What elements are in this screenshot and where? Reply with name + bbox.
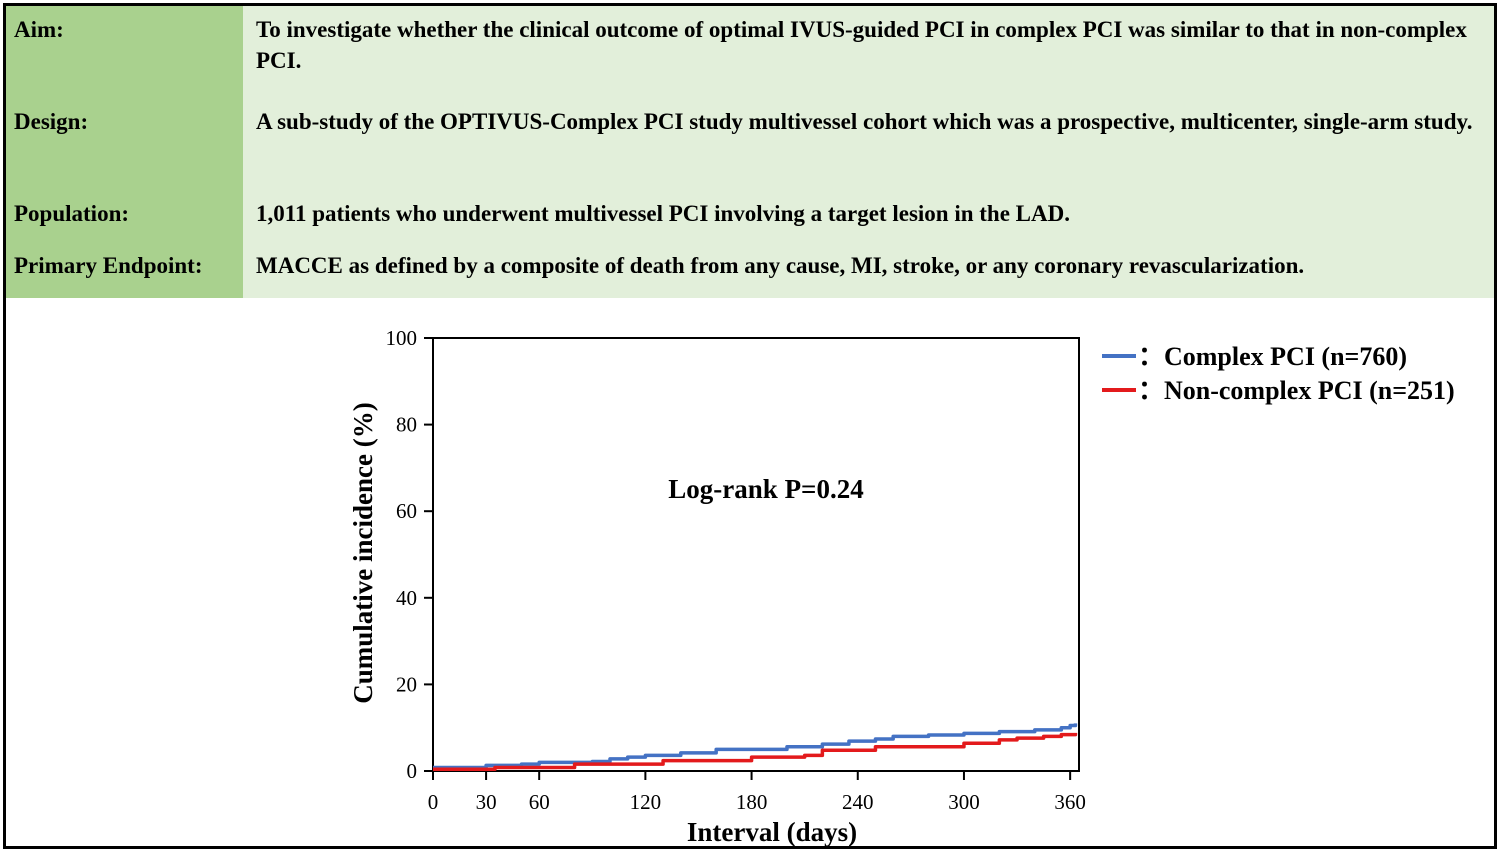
plot-series [433,723,1078,772]
summary-row-endpoint: Primary Endpoint: MACCE as defined by a … [6,242,1494,298]
plot-frame [432,337,1080,772]
plot-axes: 0 20 40 60 80 100 0 30 60 120 180 240 300 360 [386,326,1086,814]
x-tick-label-60: 60 [529,790,550,814]
study-summary-table: Aim: To investigate whether the clinical… [6,6,1494,298]
x-tick-label-30: 30 [476,790,497,814]
kaplan-meier-chart: 0 20 40 60 80 100 0 30 60 120 180 240 300 360 Log-ran… [348,326,1455,846]
figure-frame: Aim: To investigate whether the clinical… [3,3,1497,849]
series-line-complex [433,723,1078,770]
y-tick-label-20: 20 [396,672,417,696]
x-tick-label-0: 0 [428,790,439,814]
log-rank-annotation: Log-rank P=0.24 [668,474,863,504]
y-tick-label-80: 80 [396,413,417,437]
endpoint-label: Primary Endpoint: [6,242,243,298]
x-tick-label-300: 300 [948,790,980,814]
y-tick-label-100: 100 [386,326,418,350]
x-tick-label-360: 360 [1054,790,1086,814]
legend-label-complex: ：Complex PCI (n=760) [1138,342,1407,371]
aim-label: Aim: [6,6,243,98]
x-tick-label-240: 240 [842,790,874,814]
x-axis-title: Interval (days) [687,817,857,846]
chart-legend: ：Complex PCI (n=760) ：Non-complex PCI (n… [1102,342,1455,405]
summary-row-design: Design: A sub-study of the OPTIVUS-Compl… [6,98,1494,190]
y-tick-label-40: 40 [396,586,417,610]
x-tick-label-120: 120 [630,790,662,814]
series-line-noncomplex [433,732,1078,772]
aim-value: To investigate whether the clinical outc… [243,6,1494,98]
summary-row-population: Population: 1,011 patients who underwent… [6,190,1494,242]
design-label: Design: [6,98,243,190]
x-tick-label-180: 180 [736,790,768,814]
endpoint-value: MACCE as defined by a composite of death… [243,242,1494,298]
summary-row-aim: Aim: To investigate whether the clinical… [6,6,1494,98]
design-value: A sub-study of the OPTIVUS-Complex PCI s… [243,98,1494,190]
y-axis-title: Cumulative incidence (%) [348,402,378,703]
legend-label-noncomplex: ：Non-complex PCI (n=251) [1138,376,1455,405]
population-label: Population: [6,190,243,242]
population-value: 1,011 patients who underwent multivessel… [243,190,1494,242]
y-tick-label-0: 0 [407,759,418,783]
y-tick-label-60: 60 [396,499,417,523]
